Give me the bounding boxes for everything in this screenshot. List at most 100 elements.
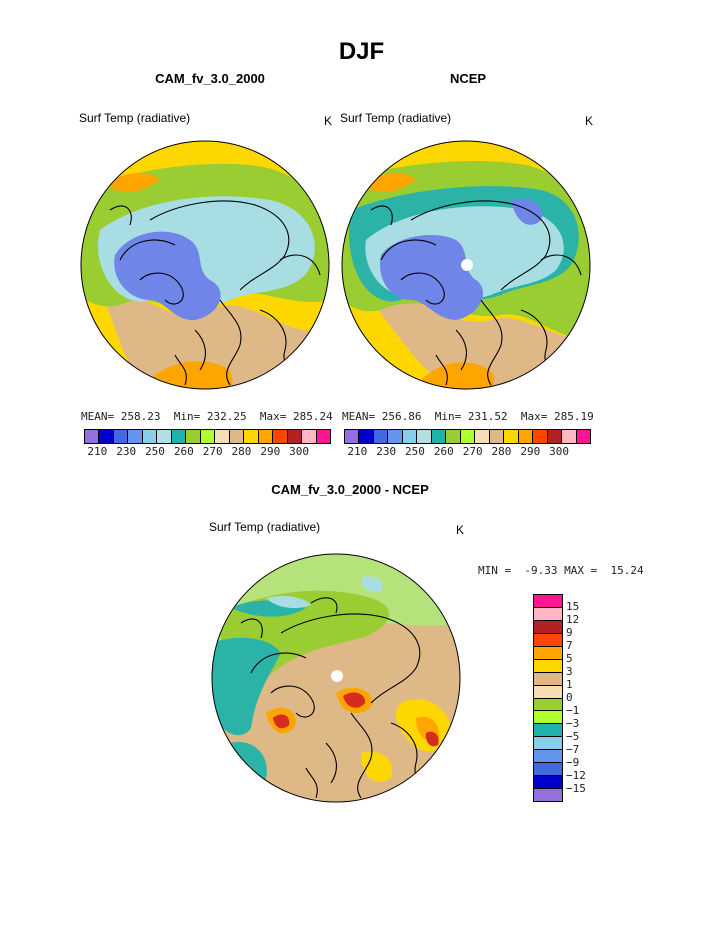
coastlines bbox=[109, 200, 321, 386]
stat-mean-label: MEAN= bbox=[81, 410, 115, 423]
stat-min-value: -9.33 bbox=[524, 564, 558, 577]
panel-ncep-stats: MEAN= 256.86 Min= 231.52 Max= 285.19 bbox=[342, 410, 594, 423]
colorbar-tick-label: 270 bbox=[462, 445, 483, 458]
colorbar-swatch bbox=[534, 619, 562, 633]
map-fill-cold-ring-n bbox=[361, 576, 383, 593]
panel-ncep-title: NCEP bbox=[449, 71, 487, 86]
colorbar-swatch bbox=[372, 430, 388, 443]
colorbar-swatch bbox=[401, 430, 417, 443]
colorbar-tick-label: 5 bbox=[566, 652, 573, 665]
colorbar-swatch bbox=[534, 775, 562, 789]
panel-diff-stats: MIN = -9.33 MAX = 15.24 bbox=[478, 564, 644, 577]
colorbar-tick-label: −1 bbox=[566, 704, 580, 717]
colorbar-tick-label: 9 bbox=[566, 626, 573, 639]
map-fill-red-e bbox=[425, 731, 439, 747]
colorbar-tick-label: 7 bbox=[566, 639, 573, 652]
stat-mean-value: 258.23 bbox=[120, 410, 161, 423]
stat-max-value: 15.24 bbox=[610, 564, 644, 577]
colorbar-tick-label: 230 bbox=[116, 445, 137, 458]
map-fill-cold-core-ne bbox=[511, 198, 542, 225]
colorbar-swatch bbox=[315, 430, 330, 443]
stat-max-label: MAX = bbox=[564, 564, 598, 577]
colorbar-tick-label: 280 bbox=[231, 445, 252, 458]
colorbar-swatch bbox=[214, 430, 229, 443]
colorbar-tick-label: 250 bbox=[145, 445, 165, 458]
panel-model-variable: Surf Temp (radiative) bbox=[79, 111, 191, 125]
colorbar-swatch bbox=[445, 430, 460, 443]
colorbar-swatch bbox=[112, 430, 128, 443]
colorbar-tick-label: 0 bbox=[566, 691, 573, 704]
stat-max-value: 285.24 bbox=[293, 410, 333, 423]
colorbar-tick-label: 230 bbox=[376, 445, 397, 458]
colorbar-swatch bbox=[286, 430, 302, 443]
colorbar-tick-label: 290 bbox=[260, 445, 281, 458]
polar-map-diff bbox=[211, 553, 461, 803]
colorbar-tick-label: −5 bbox=[566, 730, 580, 743]
colorbar-swatch bbox=[243, 430, 258, 443]
map-fill-orange-nw bbox=[105, 173, 160, 192]
colorbar-swatch bbox=[358, 430, 373, 443]
colorbar-swatch bbox=[85, 430, 99, 443]
colorbar-swatch bbox=[532, 430, 547, 443]
panel-ncep-units: K bbox=[585, 114, 594, 128]
colorbar-model-ticks: 210 230 250 260 270 280 290 300 bbox=[84, 445, 329, 459]
colorbar-swatch bbox=[534, 788, 562, 801]
colorbar-swatch bbox=[534, 697, 562, 711]
colorbar-tick-label: 1 bbox=[566, 678, 573, 691]
polar-map-ncep bbox=[341, 140, 591, 390]
colorbar-tick-label: 300 bbox=[289, 445, 310, 458]
colorbar-tick-label: 280 bbox=[491, 445, 512, 458]
colorbar-swatch bbox=[534, 595, 562, 607]
colorbar-swatch bbox=[546, 430, 562, 443]
colorbar-swatch bbox=[534, 749, 562, 763]
colorbar-swatch bbox=[534, 684, 562, 698]
stat-min-label: MIN = bbox=[478, 564, 512, 577]
map-fill-teal-w bbox=[212, 637, 281, 736]
map-fill-red-a bbox=[273, 714, 290, 729]
polar-map-model bbox=[80, 140, 330, 390]
map-fill-warm-tan bbox=[81, 260, 329, 389]
pole-mask bbox=[331, 670, 343, 682]
colorbar-swatch bbox=[534, 606, 562, 620]
colorbar-swatch bbox=[170, 430, 186, 443]
colorbar-swatch bbox=[345, 430, 359, 443]
panel-diff-units: K bbox=[456, 523, 465, 537]
colorbar-swatch bbox=[488, 430, 504, 443]
coastlines bbox=[240, 597, 423, 799]
colorbar-swatch bbox=[474, 430, 489, 443]
panel-model-stats: MEAN= 258.23 Min= 232.25 Max= 285.24 bbox=[81, 410, 333, 423]
colorbar-swatch bbox=[517, 430, 533, 443]
colorbar-swatch bbox=[534, 723, 562, 737]
colorbar-tick-label: 210 bbox=[87, 445, 108, 458]
colorbar-model bbox=[84, 429, 331, 444]
colorbar-swatch bbox=[228, 430, 244, 443]
stat-max-label: Max= bbox=[259, 410, 287, 423]
colorbar-tick-label: −7 bbox=[566, 743, 580, 756]
colorbar-swatch bbox=[534, 645, 562, 659]
colorbar-swatch bbox=[141, 430, 157, 443]
stat-min-value: 232.25 bbox=[206, 410, 247, 423]
map-fill-orange bbox=[411, 362, 495, 389]
colorbar-tick-label: 290 bbox=[520, 445, 541, 458]
stat-mean-value: 256.86 bbox=[381, 410, 422, 423]
colorbar-swatch bbox=[98, 430, 113, 443]
colorbar-swatch bbox=[534, 736, 562, 750]
colorbar-swatch bbox=[575, 430, 590, 443]
colorbar-swatch bbox=[534, 762, 562, 776]
page-title: DJF bbox=[338, 38, 385, 65]
colorbar-tick-label: −9 bbox=[566, 756, 580, 769]
colorbar-tick-label: 250 bbox=[405, 445, 425, 458]
panel-diff-title: CAM_fv_3.0_2000 - NCEP bbox=[271, 482, 429, 497]
colorbar-tick-label: 270 bbox=[202, 445, 223, 458]
stat-min-value: 231.52 bbox=[467, 410, 508, 423]
panel-ncep-variable: Surf Temp (radiative) bbox=[340, 111, 452, 125]
colorbar-swatch bbox=[199, 430, 215, 443]
colorbar-tick-label: 15 bbox=[566, 600, 580, 613]
colorbar-tick-label: 12 bbox=[566, 613, 580, 626]
colorbar-tick-label: 260 bbox=[173, 445, 194, 458]
colorbar-swatch bbox=[459, 430, 475, 443]
colorbar-swatch bbox=[127, 430, 142, 443]
colorbar-swatch bbox=[185, 430, 200, 443]
colorbar-tick-label: 3 bbox=[566, 665, 573, 678]
colorbar-swatch bbox=[561, 430, 576, 443]
